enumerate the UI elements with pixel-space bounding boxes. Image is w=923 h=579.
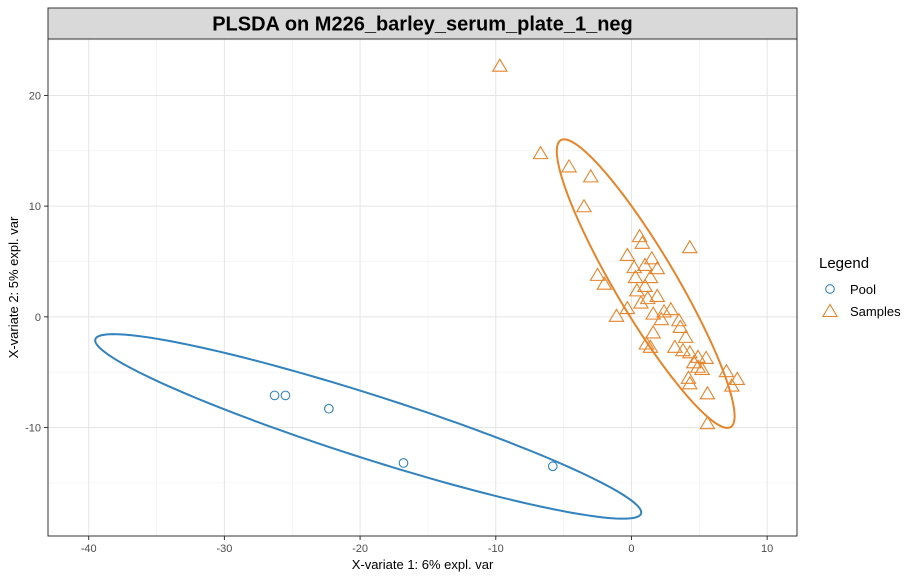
legend-title: Legend	[819, 255, 869, 272]
point-samples	[681, 239, 698, 254]
point-samples	[642, 339, 659, 353]
x-tick-label: -10	[488, 543, 504, 555]
point-samples	[575, 198, 593, 213]
point-samples	[680, 370, 697, 384]
point-samples	[672, 319, 689, 333]
ellipse-pool	[94, 333, 643, 520]
plot-panel-border	[47, 38, 798, 537]
point-samples	[491, 58, 508, 72]
point-samples	[634, 235, 651, 249]
y-tick-label: 20	[29, 90, 41, 102]
point-samples	[677, 329, 694, 343]
x-tick-label: -40	[81, 543, 97, 555]
point-samples	[639, 290, 656, 305]
point-samples	[699, 415, 716, 430]
title-strip	[47, 7, 798, 40]
point-pool	[547, 461, 558, 472]
point-samples	[645, 324, 662, 339]
point-samples	[723, 377, 740, 392]
point-samples	[718, 363, 735, 378]
point-samples	[532, 145, 549, 160]
point-samples	[689, 359, 707, 373]
point-samples	[693, 361, 711, 376]
point-samples	[628, 282, 645, 297]
point-samples	[645, 306, 662, 320]
point-samples	[662, 301, 679, 316]
point-samples	[729, 371, 746, 385]
point-samples	[636, 278, 654, 292]
legend: Legend Pool Samples	[819, 255, 901, 319]
legend-key-triangle	[821, 303, 839, 318]
point-pool	[280, 390, 291, 401]
point-samples	[632, 294, 650, 309]
gridlines	[48, 39, 797, 536]
legend-items: Pool Samples	[821, 282, 901, 319]
point-samples	[627, 269, 644, 284]
point-samples	[608, 308, 625, 322]
point-samples	[619, 247, 636, 262]
point-samples	[596, 276, 613, 290]
point-samples	[653, 311, 670, 326]
x-axis-title: X-variate 1: 6% expl. var	[352, 557, 494, 572]
point-samples	[649, 260, 666, 275]
x-axis-ticks: -40 -30 -20 -10 0 10	[81, 536, 773, 555]
point-samples	[670, 312, 688, 327]
x-tick-label: 10	[761, 543, 773, 555]
x-tick-label: -30	[216, 543, 232, 555]
y-tick-label: 10	[29, 201, 41, 213]
point-samples	[638, 335, 655, 350]
confidence-ellipses	[94, 138, 736, 520]
point-samples	[636, 257, 654, 271]
point-samples	[649, 288, 666, 302]
data-points	[269, 58, 746, 472]
point-samples	[674, 342, 692, 357]
legend-label: Pool	[850, 282, 876, 297]
legend-item-pool: Pool	[825, 282, 876, 297]
point-samples	[619, 300, 636, 315]
point-samples	[681, 344, 698, 359]
point-samples	[666, 339, 683, 353]
legend-label: Samples	[850, 304, 901, 319]
point-pool	[269, 390, 280, 401]
point-samples	[643, 250, 660, 265]
point-samples	[642, 269, 659, 284]
point-samples	[589, 267, 606, 281]
y-tick-label: 0	[35, 312, 41, 324]
ellipse-samples	[555, 138, 736, 429]
chart-title: PLSDA on M226_barley_serum_plate_1_neg	[212, 14, 633, 36]
point-samples	[699, 385, 716, 400]
y-axis-title: X-variate 2: 5% expl. var	[6, 216, 21, 358]
point-samples	[582, 168, 599, 183]
point-samples	[697, 350, 715, 364]
point-samples	[560, 158, 578, 173]
point-samples	[681, 375, 698, 390]
x-tick-label: -20	[352, 543, 368, 555]
y-axis-ticks: -10 0 10 20	[25, 90, 48, 435]
point-pool	[324, 403, 334, 414]
legend-key-circle	[825, 284, 835, 294]
x-tick-label: 0	[628, 543, 634, 555]
y-tick-label: -10	[25, 423, 41, 435]
legend-item-samples: Samples	[821, 303, 901, 319]
point-pool	[398, 458, 409, 468]
